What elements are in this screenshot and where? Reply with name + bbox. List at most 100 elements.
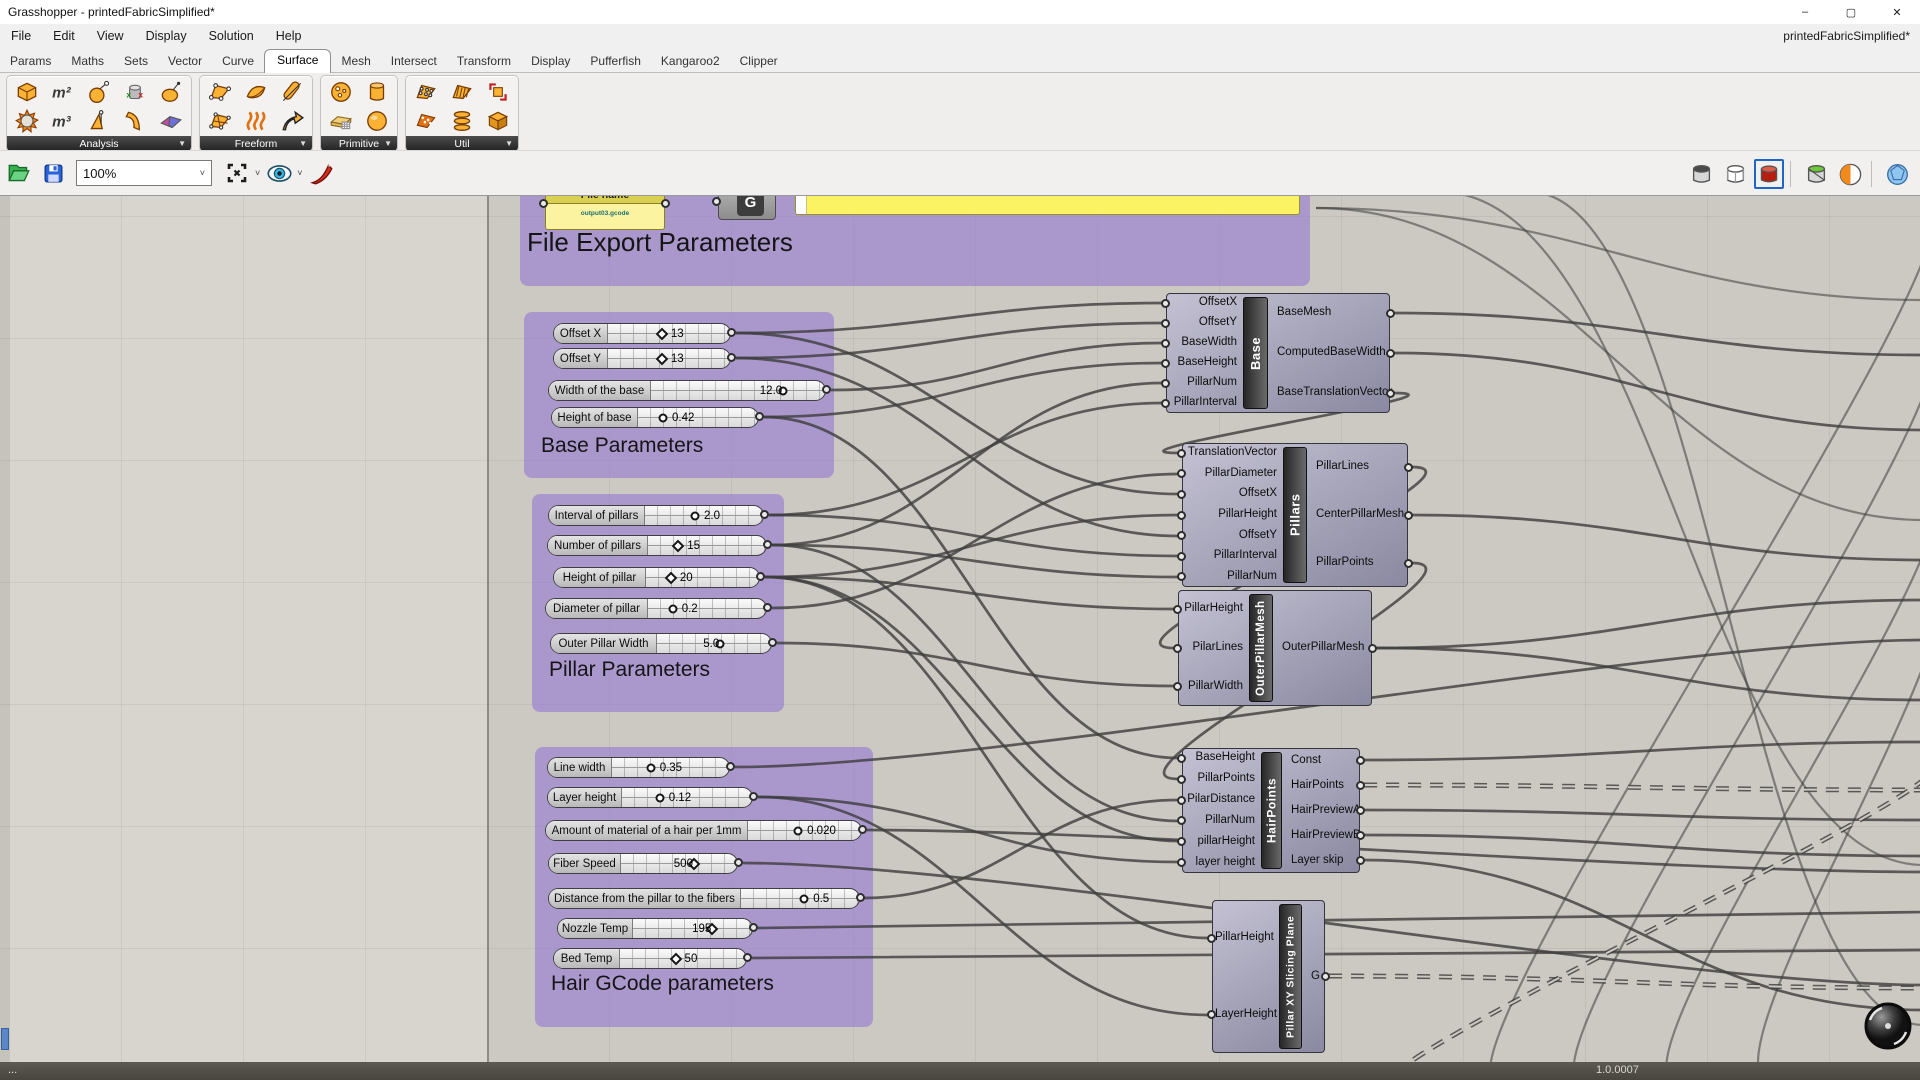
ribbon-group-label[interactable]: Freeform ▼ [200, 136, 312, 151]
input-nub[interactable] [1177, 837, 1186, 847]
slider-knob[interactable] [658, 413, 668, 422]
dot-patch-icon[interactable] [408, 106, 444, 135]
wire[interactable] [1363, 833, 1920, 858]
slider-output-nub[interactable] [763, 540, 772, 549]
slider-amount-of-material-of-a-hair-per-1mm[interactable]: Amount of material of a hair per 1mm 0.02… [545, 820, 867, 841]
wire[interactable] [764, 575, 1175, 611]
m2-icon[interactable]: m² [45, 77, 81, 106]
input-nub[interactable] [1173, 643, 1182, 653]
tab-params[interactable]: Params [10, 54, 52, 68]
input-nub[interactable] [1161, 378, 1170, 388]
wire[interactable] [1375, 598, 1920, 650]
tab-vector[interactable]: Vector [168, 54, 203, 68]
slider-output-nub[interactable] [756, 572, 765, 581]
hatch-patch-icon[interactable] [444, 77, 480, 106]
slider-fiber-speed[interactable]: Fiber Speed 500 [548, 853, 743, 874]
wire[interactable] [1162, 391, 1410, 455]
slider-output-nub[interactable] [727, 328, 736, 337]
slider-knob[interactable] [671, 539, 685, 552]
ribbon-group-label[interactable]: Analysis ▼ [7, 136, 191, 151]
canvas-vertical-scrollbar[interactable] [0, 196, 10, 1062]
sketch-pen-icon[interactable] [307, 158, 337, 188]
input-nub[interactable] [1177, 816, 1186, 826]
slider-knob[interactable] [715, 639, 725, 648]
preview-eye-icon[interactable] [264, 158, 294, 188]
ribbon-group-label[interactable]: Primitive ▼ [321, 136, 397, 151]
wire[interactable] [1489, 205, 1920, 1062]
output-nub[interactable] [1368, 643, 1377, 653]
slider-knob[interactable] [655, 352, 669, 365]
slider-width-of-the-base[interactable]: Width of the base 12.0 [548, 380, 831, 401]
preview-orange-sphere-icon[interactable] [1835, 159, 1865, 189]
input-nub[interactable] [1177, 795, 1186, 805]
file-name-panel[interactable]: File name output03.gcode [545, 196, 665, 230]
component-name-bar[interactable]: HairPoints [1261, 752, 1282, 869]
slider-track[interactable]: 0.2 [648, 599, 766, 618]
navigation-ball-widget[interactable] [1862, 1000, 1914, 1057]
input-nub[interactable] [1177, 531, 1186, 541]
slider-line-width[interactable]: Line width 0.35 [547, 757, 735, 778]
input-nub[interactable] [1177, 489, 1186, 499]
input-nub[interactable] [1161, 398, 1170, 408]
input-nub[interactable] [1207, 933, 1216, 943]
slider-output-nub[interactable] [755, 412, 764, 421]
zoom-extents-icon[interactable] [222, 158, 252, 188]
minimize-button[interactable]: – [1801, 6, 1809, 18]
pillars-component[interactable]: TranslationVector PillarDiameter OffsetX Pi… [1177, 443, 1413, 587]
input-nub[interactable] [1161, 358, 1170, 368]
slider-nozzle-temp[interactable]: Nozzle Temp 195 [557, 918, 758, 939]
input-nub[interactable] [1177, 753, 1186, 763]
wire[interactable] [735, 321, 1163, 360]
network-surface-icon[interactable] [202, 106, 238, 135]
component-name-bar[interactable]: Pillars [1283, 447, 1307, 583]
sweep-icon[interactable] [274, 77, 310, 106]
wire[interactable] [1315, 206, 1920, 521]
wire[interactable] [1375, 646, 1920, 702]
panel-input-nub[interactable] [539, 199, 548, 208]
tab-intersect[interactable]: Intersect [390, 54, 437, 68]
slider-knob[interactable] [655, 793, 665, 802]
base-component[interactable]: OffsetX OffsetY BaseWidth BaseHeight PillarN… [1161, 293, 1395, 413]
slider-output-nub[interactable] [760, 510, 769, 519]
input-nub[interactable] [1207, 1010, 1216, 1020]
output-nub[interactable] [1321, 972, 1330, 981]
tab-kangaroo2[interactable]: Kangaroo2 [660, 54, 720, 68]
slider-output-nub[interactable] [743, 953, 752, 962]
slider-track[interactable]: 15 [648, 536, 766, 555]
maximize-button[interactable]: ▢ [1845, 6, 1857, 19]
menu-item-edit[interactable]: Edit [53, 29, 75, 43]
slider-knob[interactable] [690, 511, 700, 520]
edge-surface-icon[interactable] [238, 77, 274, 106]
input-nub[interactable] [1177, 858, 1186, 868]
slider-output-nub[interactable] [749, 792, 758, 801]
output-nub[interactable] [1404, 510, 1413, 520]
slider-bed-temp[interactable]: Bed Temp 50 [553, 948, 752, 969]
wire[interactable] [1665, 485, 1920, 1062]
slider-track[interactable]: 13 [608, 324, 730, 343]
hairpoints-component[interactable]: BaseHeight PillarPoints PilarDistance Pilla… [1177, 748, 1365, 873]
component-name-bar[interactable]: Base [1243, 297, 1268, 409]
wire[interactable] [735, 356, 1179, 538]
slider-knob[interactable] [664, 571, 678, 584]
wire[interactable] [830, 341, 1163, 392]
shell-icon[interactable] [117, 106, 153, 135]
slider-track[interactable]: 13 [608, 349, 730, 368]
component-input-nub[interactable] [712, 197, 721, 206]
wire[interactable] [764, 513, 1179, 579]
tab-clipper[interactable]: Clipper [739, 54, 778, 68]
preview-gray-icon[interactable] [1686, 159, 1716, 189]
wire[interactable] [862, 798, 1179, 900]
output-nub[interactable] [1356, 856, 1365, 865]
curve-arrow-icon[interactable] [274, 106, 310, 135]
wire[interactable] [1440, 196, 1920, 866]
wire[interactable] [771, 381, 1163, 547]
output-nub[interactable] [1356, 781, 1365, 790]
component-name-bar[interactable]: Pillar XY Slicing Plane [1279, 904, 1302, 1049]
slider-output-nub[interactable] [822, 385, 831, 394]
file-path-panel[interactable]: 0. C:\Users\pc...\Documents\temp-fab\out… [795, 196, 1300, 215]
wire[interactable] [1393, 351, 1920, 432]
holey-sphere-icon[interactable] [323, 77, 359, 106]
open-folder-icon[interactable] [4, 158, 34, 188]
input-nub[interactable] [1177, 774, 1186, 784]
